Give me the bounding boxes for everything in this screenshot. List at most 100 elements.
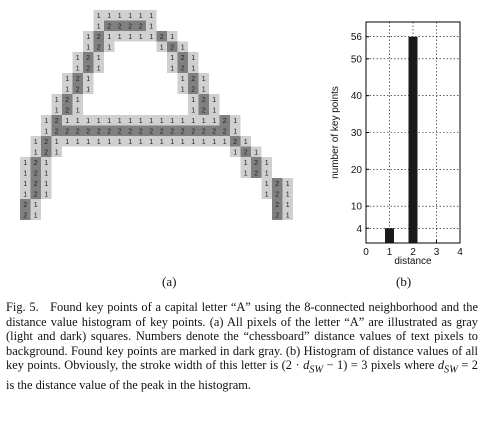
key-point-pixel bbox=[93, 31, 104, 42]
pixel-distance-value: 1 bbox=[181, 76, 185, 83]
pixel-distance-value: 2 bbox=[118, 23, 122, 30]
letter-pixel bbox=[282, 199, 293, 210]
pixel-distance-value: 2 bbox=[275, 181, 279, 188]
pixel-distance-value: 1 bbox=[212, 118, 216, 125]
pixel-distance-value: 1 bbox=[86, 118, 90, 125]
letter-pixel bbox=[167, 31, 178, 42]
letter-pixel bbox=[177, 73, 188, 84]
pixel-distance-value: 1 bbox=[55, 97, 59, 104]
pixel-distance-value: 1 bbox=[86, 44, 90, 51]
pixel-distance-value: 2 bbox=[86, 128, 90, 135]
pixel-distance-value: 1 bbox=[170, 139, 174, 146]
caption-fig-label: Fig. 5. bbox=[6, 300, 39, 314]
histogram-bar bbox=[408, 36, 418, 243]
pixel-distance-value: 2 bbox=[160, 34, 164, 41]
key-point-pixel bbox=[251, 167, 262, 178]
pixel-distance-value: 1 bbox=[212, 139, 216, 146]
key-point-pixel bbox=[177, 125, 188, 136]
pixel-distance-value: 1 bbox=[34, 139, 38, 146]
pixel-distance-value: 2 bbox=[233, 139, 237, 146]
pixel-distance-value: 1 bbox=[23, 170, 27, 177]
key-point-pixel bbox=[135, 125, 146, 136]
pixel-distance-value: 1 bbox=[170, 118, 174, 125]
pixel-distance-value: 1 bbox=[86, 139, 90, 146]
letter-pixel bbox=[104, 31, 115, 42]
y-tick-label: 50 bbox=[351, 54, 363, 65]
pixel-distance-value: 1 bbox=[76, 139, 80, 146]
key-point-pixel bbox=[62, 125, 73, 136]
letter-pixel bbox=[62, 115, 73, 126]
pixel-distance-value: 2 bbox=[139, 23, 143, 30]
key-point-pixel bbox=[272, 199, 283, 210]
pixel-distance-value: 2 bbox=[55, 128, 59, 135]
pixel-distance-value: 2 bbox=[191, 86, 195, 93]
pixel-distance-value: 2 bbox=[170, 44, 174, 51]
key-point-pixel bbox=[272, 178, 283, 189]
letter-pixel bbox=[114, 10, 125, 21]
pixel-distance-value: 2 bbox=[223, 128, 227, 135]
pixel-distance-value: 1 bbox=[34, 212, 38, 219]
pixel-distance-value: 1 bbox=[118, 139, 122, 146]
pixel-distance-value: 2 bbox=[275, 191, 279, 198]
pixel-distance-value: 1 bbox=[212, 97, 216, 104]
key-point-pixel bbox=[30, 157, 41, 168]
letter-pixel bbox=[188, 136, 199, 147]
pixel-distance-value: 2 bbox=[65, 97, 69, 104]
pixel-distance-value: 1 bbox=[286, 202, 290, 209]
pixel-distance-value: 1 bbox=[55, 107, 59, 114]
pixel-distance-value: 1 bbox=[107, 34, 111, 41]
key-point-pixel bbox=[146, 125, 157, 136]
letter-pixel bbox=[135, 136, 146, 147]
pixel-distance-value: 1 bbox=[23, 181, 27, 188]
pixel-distance-value: 1 bbox=[233, 149, 237, 156]
panel-a-label: (a) bbox=[162, 274, 177, 289]
key-point-pixel bbox=[198, 125, 209, 136]
letter-pixel bbox=[72, 104, 83, 115]
pixel-distance-value: 1 bbox=[170, 55, 174, 62]
pixel-distance-value: 1 bbox=[212, 107, 216, 114]
pixel-distance-value: 1 bbox=[265, 191, 269, 198]
pixel-distance-value: 1 bbox=[191, 107, 195, 114]
key-point-pixel bbox=[188, 125, 199, 136]
pixel-distance-value: 1 bbox=[191, 97, 195, 104]
pixel-distance-value: 2 bbox=[55, 118, 59, 125]
pixel-distance-value: 2 bbox=[128, 128, 132, 135]
x-tick-label: 2 bbox=[410, 247, 416, 258]
x-axis-label: distance bbox=[394, 256, 432, 267]
letter-pixel bbox=[72, 52, 83, 63]
x-tick-label: 3 bbox=[434, 247, 440, 258]
pixel-distance-value: 1 bbox=[160, 44, 164, 51]
pixel-distance-value: 2 bbox=[139, 128, 143, 135]
letter-pixel bbox=[93, 10, 104, 21]
pixel-distance-value: 1 bbox=[107, 118, 111, 125]
letter-pixel bbox=[72, 94, 83, 105]
key-point-pixel bbox=[125, 125, 136, 136]
letter-pixel bbox=[198, 83, 209, 94]
pixel-distance-value: 1 bbox=[34, 149, 38, 156]
pixel-distance-value: 2 bbox=[97, 34, 101, 41]
key-point-pixel bbox=[93, 41, 104, 52]
key-point-pixel bbox=[62, 94, 73, 105]
letter-pixel bbox=[135, 10, 146, 21]
pixel-distance-value: 1 bbox=[202, 118, 206, 125]
pixel-distance-value: 2 bbox=[202, 97, 206, 104]
x-tick-label: 4 bbox=[457, 247, 463, 258]
letter-pixel bbox=[188, 62, 199, 73]
letter-pixel bbox=[146, 115, 157, 126]
letter-pixel bbox=[93, 20, 104, 31]
key-point-pixel bbox=[272, 209, 283, 220]
letter-pixel bbox=[93, 136, 104, 147]
key-point-pixel bbox=[83, 62, 94, 73]
key-point-pixel bbox=[230, 136, 241, 147]
letter-pixel bbox=[146, 10, 157, 21]
pixel-distance-value: 1 bbox=[65, 86, 69, 93]
key-point-pixel bbox=[20, 209, 31, 220]
pixel-distance-value: 2 bbox=[149, 128, 153, 135]
letter-pixel bbox=[83, 83, 94, 94]
letter-pixel bbox=[20, 167, 31, 178]
figure-caption: Fig. 5. Found key points of a capital le… bbox=[6, 300, 478, 393]
pixel-distance-value: 2 bbox=[181, 128, 185, 135]
pixel-distance-value: 1 bbox=[160, 139, 164, 146]
letter-pixel bbox=[167, 115, 178, 126]
letter-pixel bbox=[230, 146, 241, 157]
